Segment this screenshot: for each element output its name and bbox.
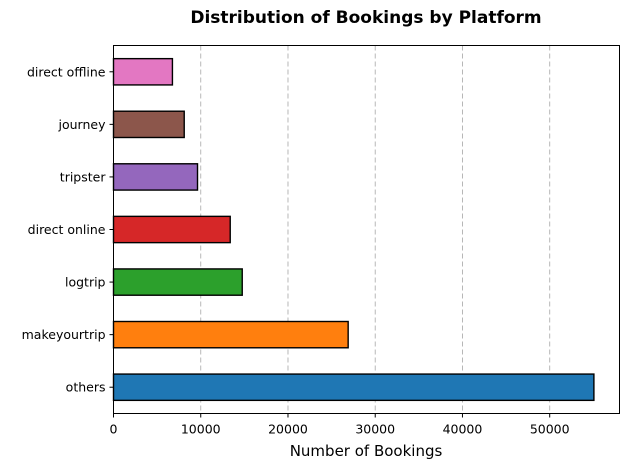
bar-makeyourtrip — [112, 320, 349, 349]
x-tick-label: 40000 — [443, 422, 483, 437]
y-tick-label: logtrip — [65, 275, 106, 290]
y-tick-label: tripster — [60, 169, 107, 184]
bar-tripster — [112, 163, 199, 191]
bar-logtrip — [112, 268, 243, 296]
x-tick-label: 0 — [110, 422, 118, 437]
grid-lines — [200, 45, 551, 414]
y-tick-label: direct offline — [27, 64, 106, 79]
y-axis-ticks: others makeyourtrip logtrip direct online tr… — [22, 64, 114, 395]
x-axis-ticks: 0 10000 20000 30000 40000 50000 — [110, 413, 570, 437]
bar-others — [112, 373, 595, 402]
x-tick-label: 20000 — [268, 422, 308, 437]
bars — [112, 57, 595, 402]
bar-journey — [112, 110, 185, 139]
x-tick-label: 50000 — [530, 422, 570, 437]
bar-direct-online — [112, 215, 231, 244]
bar-direct-offline — [112, 57, 174, 86]
y-tick-label: others — [66, 380, 106, 395]
x-tick-label: 10000 — [181, 422, 221, 437]
y-tick-label: makeyourtrip — [22, 327, 106, 342]
chart-title: Distribution of Bookings by Platform — [190, 8, 541, 28]
x-axis-label: Number of Bookings — [290, 442, 443, 460]
x-tick-label: 30000 — [355, 422, 395, 437]
y-tick-label: journey — [58, 117, 107, 132]
y-tick-label: direct online — [28, 222, 106, 237]
